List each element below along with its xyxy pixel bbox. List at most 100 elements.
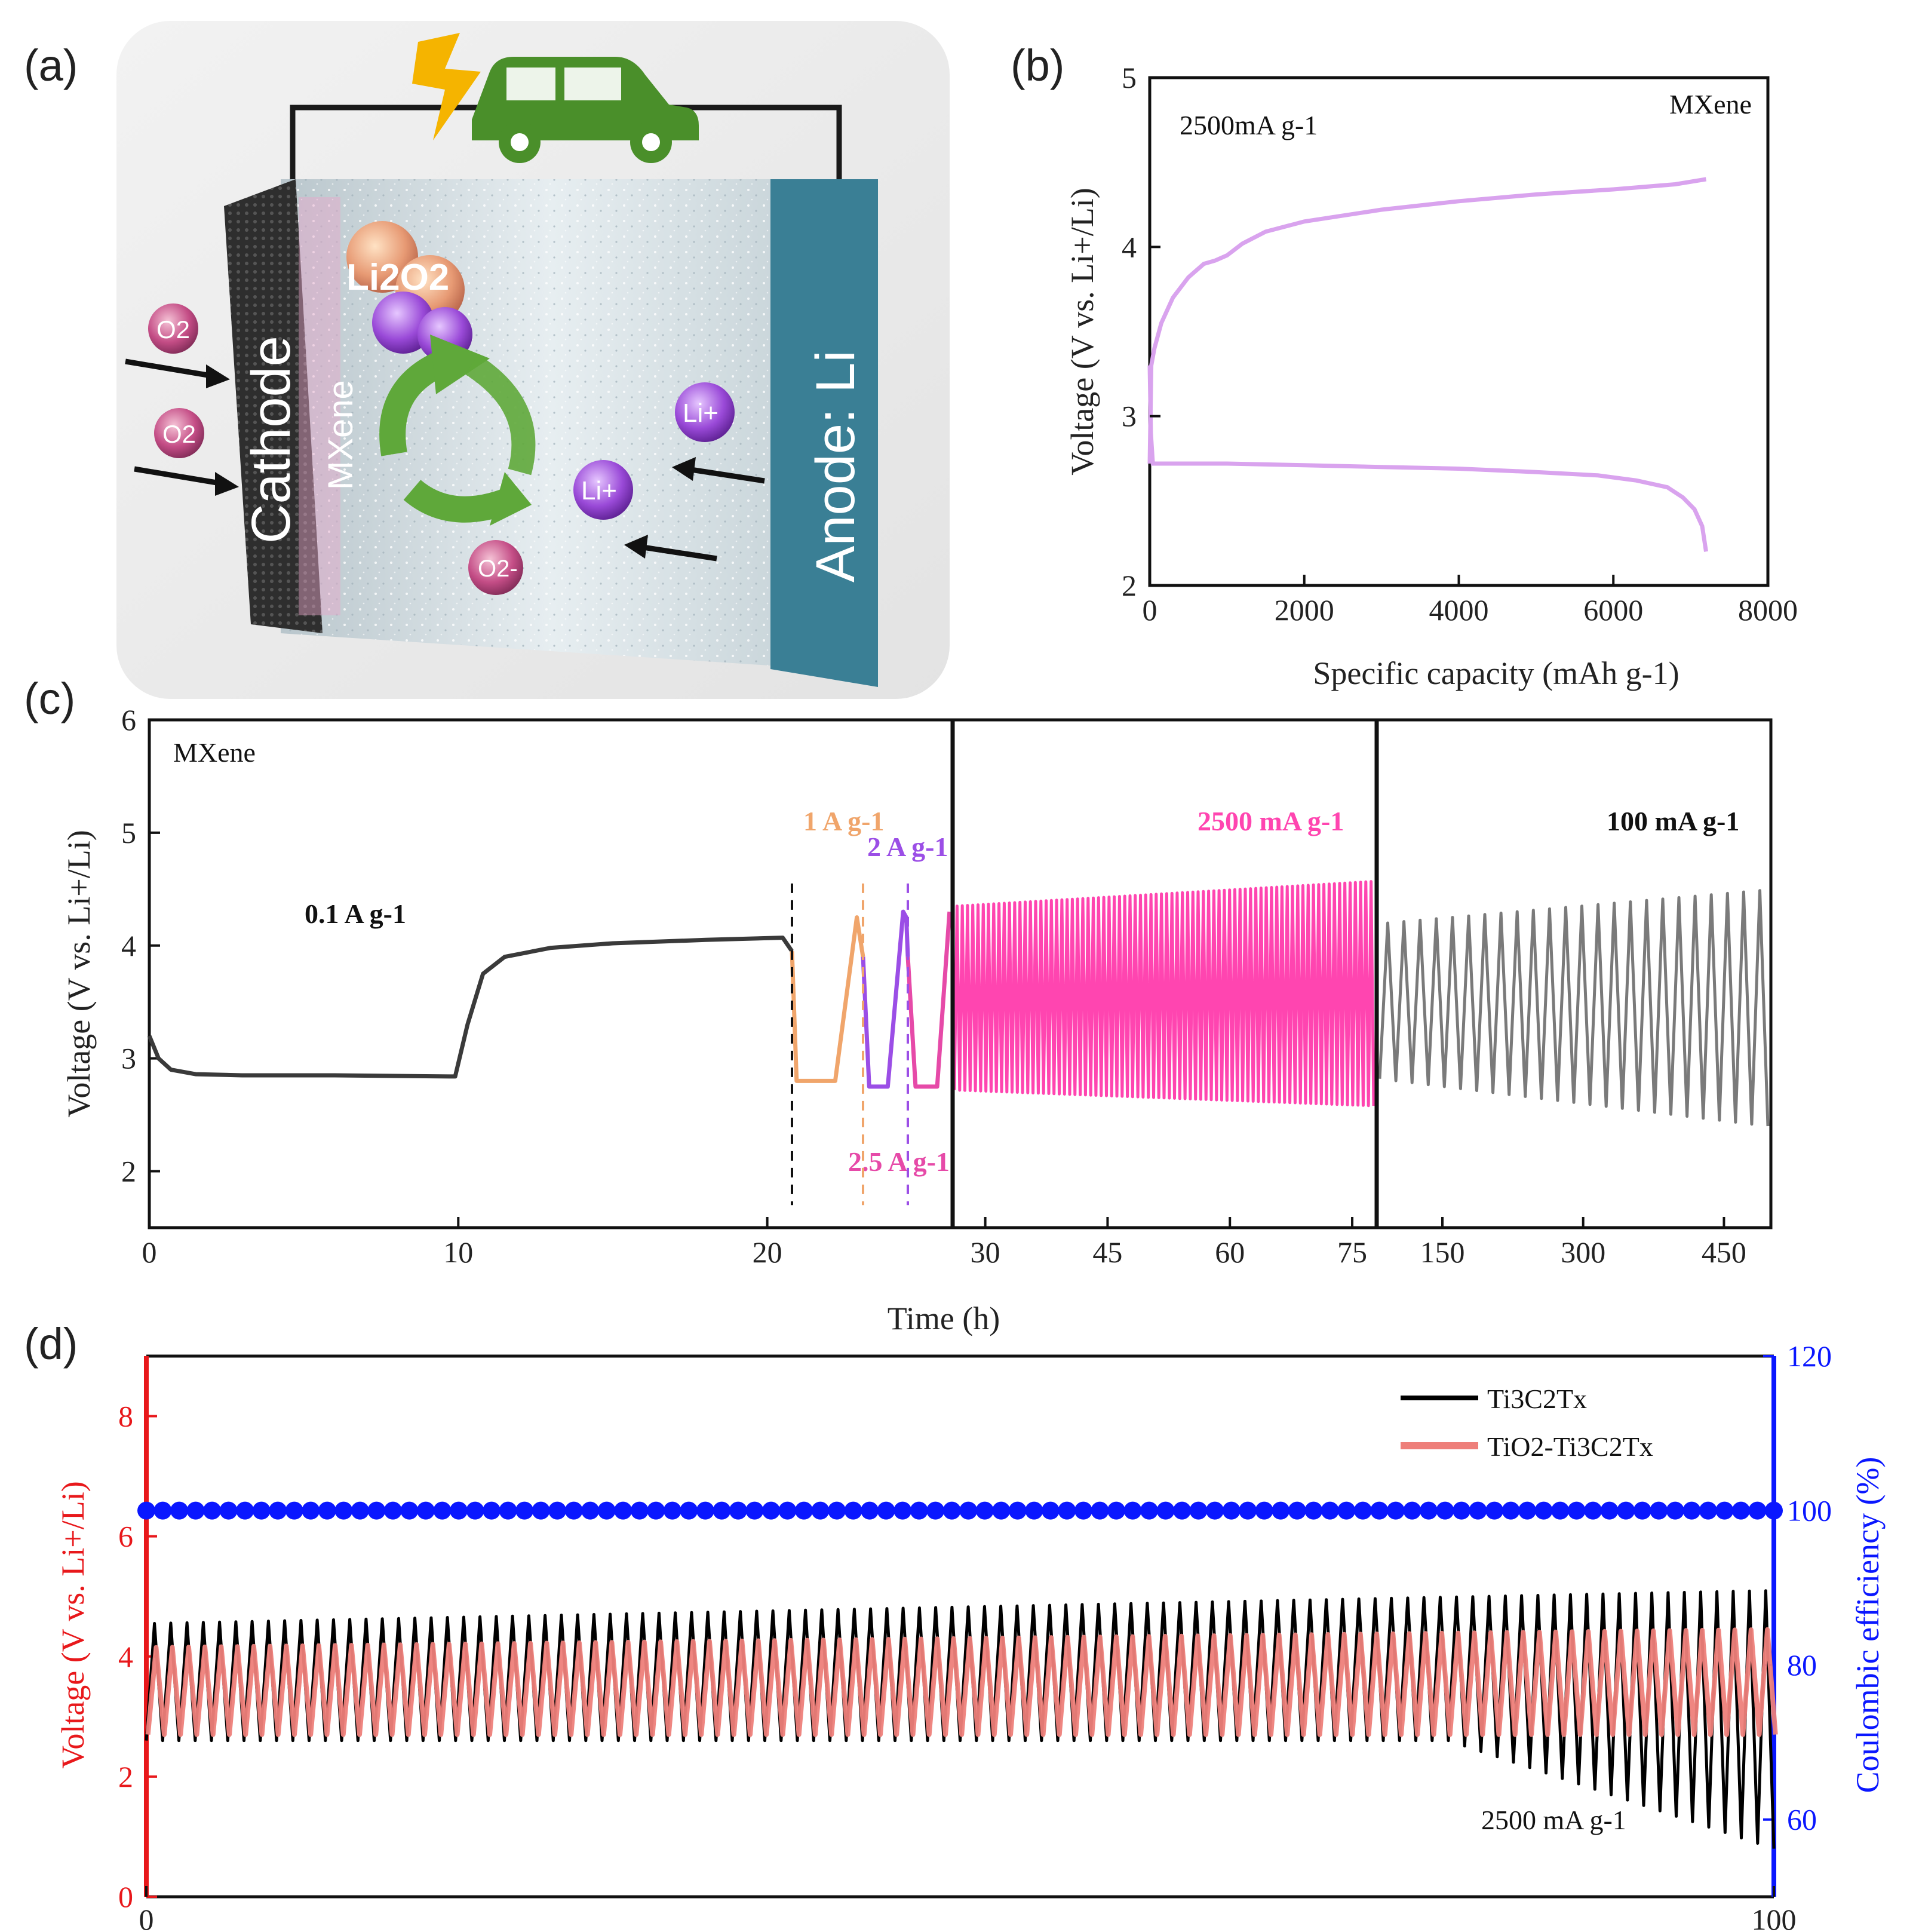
chart-d-ce-point xyxy=(1074,1501,1092,1520)
chart-c-line-rate6 xyxy=(1378,889,1770,1127)
cathode-slab xyxy=(224,179,323,633)
chart-d-legend: Ti3C2Tx TiO2-Ti3C2Tx xyxy=(1401,1384,1653,1462)
chart-c-ytick-label-4: 4 xyxy=(121,929,136,962)
chart-d-ce-point xyxy=(1567,1501,1586,1520)
chart-c-xtick-label-45: 45 xyxy=(1092,1235,1122,1269)
chart-c-xtick-label-20: 20 xyxy=(753,1235,782,1269)
chart-d-ce-point xyxy=(942,1501,961,1520)
chart-b-ytick-label-3: 3 xyxy=(1122,400,1137,433)
li-arrowhead-2 xyxy=(624,535,648,559)
li-arrow-1 xyxy=(686,466,765,484)
li2o2-label: Li2O2 xyxy=(346,257,449,298)
chart-b-xtick-label-4000: 4000 xyxy=(1429,593,1489,627)
chart-d-ce-point xyxy=(334,1501,353,1520)
li-ion-label-1: Li+ xyxy=(683,398,719,428)
chart-d-ce-point xyxy=(1272,1501,1290,1520)
chart-d-ce-point xyxy=(1420,1501,1438,1520)
chart-d-ce-point xyxy=(1008,1501,1027,1520)
legend-label-tio2-ti3c2tx: TiO2-Ti3C2Tx xyxy=(1487,1431,1653,1462)
chart-d-ce-point xyxy=(203,1501,222,1520)
chart-c-rate3-label: 2 A g-1 xyxy=(867,832,948,862)
o2-label-2: O2 xyxy=(162,420,196,448)
chart-d-ce-point xyxy=(844,1501,862,1520)
chart-d-ce-point xyxy=(302,1501,320,1520)
chart-d-ce-point xyxy=(318,1501,336,1520)
chart-d-left-ylabel: Voltage (V vs. Li+/Li) xyxy=(55,1481,91,1768)
chart-c-rate4-label: 2.5 A g-1 xyxy=(848,1146,950,1177)
chart-d-ce-point xyxy=(1403,1501,1421,1520)
legend-label-ti3c2tx: Ti3C2Tx xyxy=(1487,1384,1587,1414)
superoxide-label: O2- xyxy=(478,556,518,582)
chart-d-ce-point xyxy=(499,1501,517,1520)
chart-d-ce-point xyxy=(696,1501,714,1520)
chart-d-ce-point xyxy=(745,1501,764,1520)
o2-molecule-2 xyxy=(154,408,204,458)
chart-d-current-annotation: 2500 mA g-1 xyxy=(1481,1805,1626,1835)
chart-d-ce-point xyxy=(1025,1501,1043,1520)
chart-d-ce-point xyxy=(959,1501,978,1520)
chart-b-xlabel: Specific capacity (mAh g-1) xyxy=(1313,655,1679,691)
chart-d-ce-point xyxy=(367,1501,386,1520)
chart-c-xtick-label-0: 0 xyxy=(142,1235,157,1269)
chart-c-ytick-label-5: 5 xyxy=(121,816,136,850)
chart-d-ce-point xyxy=(828,1501,846,1520)
chart-b-xtick-label-2000: 2000 xyxy=(1275,593,1334,627)
chart-d-ce-point xyxy=(1534,1501,1553,1520)
chart-d-ce-point xyxy=(1353,1501,1372,1520)
chart-d-ce-point xyxy=(1485,1501,1504,1520)
battery-schematic: Anode: Li Cathode MXene Li2O2 O2 O2 L xyxy=(116,21,950,699)
o2-arrow-1 xyxy=(125,358,216,379)
chart-d-ce-point xyxy=(729,1501,747,1520)
chart-d-ce-point xyxy=(795,1501,813,1520)
chart-d-left-ytick-label-0: 0 xyxy=(118,1880,133,1913)
chart-b-material-annotation: MXene xyxy=(1669,89,1752,119)
chart-d-ce-point xyxy=(383,1501,402,1520)
chart-d-ce-point xyxy=(1699,1501,1717,1520)
chart-d-ce-point xyxy=(1600,1501,1619,1520)
chart-d-ce-point xyxy=(1222,1501,1241,1520)
chart-d-right-ytick-label-60: 60 xyxy=(1787,1803,1817,1836)
li2o2-cluster: Li2O2 xyxy=(346,221,472,362)
chart-b-line-charge xyxy=(1147,177,1707,464)
chart-d-ce-point xyxy=(614,1501,632,1520)
chart-d-ce-point xyxy=(1189,1501,1208,1520)
chart-d-ce-point xyxy=(1239,1501,1257,1520)
chart-d-right-ytick-label-120: 120 xyxy=(1787,1339,1832,1373)
superoxide-ion xyxy=(468,540,523,595)
chart-b-ytick-label-2: 2 xyxy=(1122,569,1137,602)
chart-d-ce-point xyxy=(1748,1501,1767,1520)
chart-d-ce-point xyxy=(137,1501,155,1520)
chart-d-ce-point xyxy=(532,1501,550,1520)
chart-b-ytick-label-4: 4 xyxy=(1122,230,1137,263)
li-arrowhead-1 xyxy=(672,457,696,481)
chart-d-ce-point xyxy=(926,1501,945,1520)
chart-d-ce-point xyxy=(1288,1501,1306,1520)
o2-molecule-1 xyxy=(148,303,198,354)
chart-c-line-rate5 xyxy=(953,880,1375,1108)
li-ion-1 xyxy=(675,382,735,442)
chart-d-ce-point xyxy=(1337,1501,1356,1520)
chart-b-current-annotation: 2500mA g-1 xyxy=(1180,110,1318,140)
chart-c: MXene 0.1 A g-1 1 A g-1 2 A g-1 2.5 A g-… xyxy=(61,703,1773,1336)
chart-d-ce-point xyxy=(1453,1501,1470,1520)
chart-d-ce-point xyxy=(416,1501,435,1520)
chart-d-ce-point xyxy=(170,1501,189,1520)
chart-d-ce-point xyxy=(992,1501,1011,1520)
chart-b: 2500mA g-1 MXene Specific capacity (mAh … xyxy=(1064,61,1798,691)
chart-d-ce-point xyxy=(1123,1501,1142,1520)
chart-d-ce-point xyxy=(877,1501,895,1520)
chart-c-xlabel: Time (h) xyxy=(888,1301,1000,1336)
chart-d-ce-point xyxy=(1041,1501,1060,1520)
chart-b-ylabel: Voltage (V vs. Li+/Li) xyxy=(1064,188,1100,475)
chart-d-xtick-label-100: 100 xyxy=(1752,1903,1797,1932)
chart-d-ce-point xyxy=(219,1501,238,1520)
chart-d-ce-point xyxy=(1091,1501,1109,1520)
chart-c-material-annotation: MXene xyxy=(173,737,256,768)
chart-d-ce-point xyxy=(663,1501,681,1520)
anode-slab xyxy=(770,179,878,687)
chart-d-ce-point xyxy=(581,1501,600,1520)
chart-d-right-ylabel: Coulombic efficiency (%) xyxy=(1850,1457,1886,1793)
chart-b-xtick-label-6000: 6000 xyxy=(1583,593,1643,627)
chart-b-line-discharge xyxy=(1147,365,1708,552)
